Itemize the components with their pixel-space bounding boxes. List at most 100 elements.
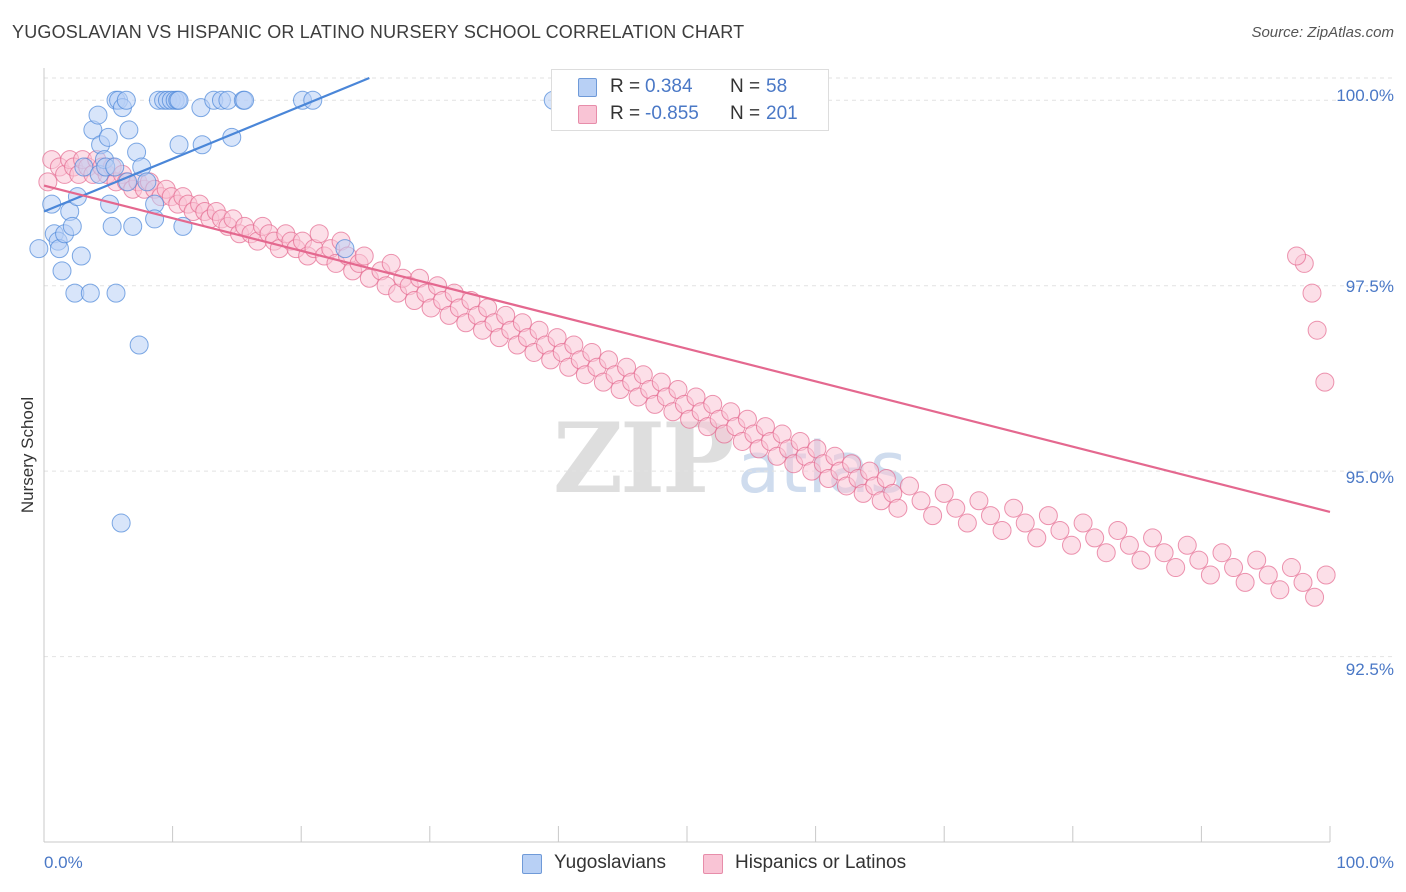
point-hispanic xyxy=(911,491,931,511)
point-hispanic xyxy=(980,506,1000,526)
y-tick-label-95: 95.0% xyxy=(1345,468,1394,487)
point-yugoslavian xyxy=(106,283,126,303)
point-hispanic xyxy=(1235,572,1255,592)
point-yugoslavian xyxy=(111,513,131,533)
point-hispanic xyxy=(1302,283,1322,303)
point-yugoslavian xyxy=(123,216,143,236)
point-hispanic xyxy=(381,253,401,273)
point-yugoslavian xyxy=(169,135,189,155)
point-hispanic xyxy=(1189,550,1209,570)
stats-r-label: R = xyxy=(610,76,641,97)
stats-row-hispanics: R = -0.855 N = 201 xyxy=(552,101,828,127)
legend-label-yugoslavians: Yugoslavians xyxy=(554,852,666,873)
point-yugoslavian xyxy=(88,105,108,125)
point-hispanic xyxy=(1258,565,1278,585)
legend-label-hispanics: Hispanics or Latinos xyxy=(735,852,907,873)
point-yugoslavian xyxy=(74,157,94,177)
point-hispanic xyxy=(1177,535,1197,555)
point-hispanic xyxy=(1307,320,1327,340)
point-hispanic xyxy=(1224,558,1244,578)
point-hispanic xyxy=(1247,550,1267,570)
stats-row-yugoslavians: R = 0.384 N = 58 xyxy=(552,74,828,100)
point-yugoslavian xyxy=(102,216,122,236)
stats-n-value: 58 xyxy=(766,76,788,97)
trend-line-yugoslavian xyxy=(43,76,370,213)
point-hispanic xyxy=(1027,528,1047,548)
point-hispanic xyxy=(1200,565,1220,585)
stats-swatch-hispanics xyxy=(578,105,597,124)
stats-r-value: 0.384 xyxy=(645,76,693,97)
point-yugoslavian xyxy=(80,283,100,303)
point-hispanic xyxy=(1073,513,1093,533)
point-hispanic xyxy=(1050,520,1070,540)
stats-n-value: 201 xyxy=(766,103,798,124)
point-hispanic xyxy=(1062,535,1082,555)
point-hispanic xyxy=(1085,528,1105,548)
point-hispanic xyxy=(1212,543,1232,563)
point-hispanic xyxy=(1166,558,1186,578)
point-yugoslavian xyxy=(105,157,125,177)
point-yugoslavian xyxy=(52,261,72,281)
point-hispanic xyxy=(354,246,374,266)
point-hispanic xyxy=(1119,535,1139,555)
axes xyxy=(43,68,1331,843)
point-hispanic xyxy=(1305,587,1325,607)
point-yugoslavian xyxy=(62,216,82,236)
point-yugoslavian xyxy=(335,239,355,259)
y-tick-label-92-5: 92.5% xyxy=(1345,660,1394,679)
point-yugoslavian xyxy=(235,90,255,110)
point-yugoslavian xyxy=(116,90,136,110)
point-yugoslavian xyxy=(119,120,139,140)
point-yugoslavian xyxy=(71,246,91,266)
x-tick-label-min: 0.0% xyxy=(44,853,83,872)
point-yugoslavian xyxy=(29,239,49,259)
x-tick-label-max: 100.0% xyxy=(1336,853,1394,872)
trend-lines xyxy=(43,76,1331,513)
legend-item-yugoslavians[interactable]: Yugoslavians xyxy=(522,852,682,876)
point-hispanic xyxy=(969,491,989,511)
point-hispanic xyxy=(992,520,1012,540)
gridlines xyxy=(44,77,1392,658)
stats-r-label: R = xyxy=(610,103,641,124)
point-yugoslavian xyxy=(169,90,189,110)
legend-swatch-hispanics xyxy=(703,854,723,874)
point-hispanic xyxy=(957,513,977,533)
point-hispanic xyxy=(1270,580,1290,600)
point-hispanic xyxy=(1281,558,1301,578)
source-label: Source: ZipAtlas.com xyxy=(1251,24,1394,41)
data-points xyxy=(29,90,1336,607)
point-hispanic xyxy=(923,506,943,526)
trend-line-hispanic xyxy=(43,184,1331,513)
point-hispanic xyxy=(899,476,919,496)
legend-item-hispanics[interactable]: Hispanics or Latinos xyxy=(703,852,933,876)
point-yugoslavian xyxy=(98,127,118,147)
y-axis-label: Nursery School xyxy=(18,396,37,514)
point-hispanic xyxy=(1154,543,1174,563)
point-hispanic xyxy=(1316,565,1336,585)
legend-swatch-yugoslavians xyxy=(522,854,542,874)
chart-title: YUGOSLAVIAN VS HISPANIC OR LATINO NURSER… xyxy=(12,22,745,42)
stats-swatch-yugoslavians xyxy=(578,78,597,97)
point-hispanic xyxy=(946,498,966,518)
point-hispanic xyxy=(1096,543,1116,563)
point-hispanic xyxy=(1315,372,1335,392)
point-hispanic xyxy=(1131,550,1151,570)
stats-n-label: N = xyxy=(730,103,761,124)
point-hispanic xyxy=(1108,520,1128,540)
point-yugoslavian xyxy=(129,335,149,355)
stats-r-value: -0.855 xyxy=(645,103,699,124)
point-hispanic xyxy=(1015,513,1035,533)
stats-box: R = 0.384 N = 58 R = -0.855 N = 201 xyxy=(551,69,829,131)
stats-n-label: N = xyxy=(730,76,761,97)
point-hispanic xyxy=(1004,498,1024,518)
point-yugoslavian xyxy=(137,172,157,192)
point-hispanic xyxy=(934,483,954,503)
point-hispanic xyxy=(888,498,908,518)
point-hispanic xyxy=(1143,528,1163,548)
point-hispanic xyxy=(1038,506,1058,526)
point-hispanic xyxy=(1287,246,1307,266)
y-tick-label-97-5: 97.5% xyxy=(1345,277,1394,296)
point-hispanic xyxy=(1293,572,1313,592)
y-tick-label-100: 100.0% xyxy=(1336,86,1394,105)
